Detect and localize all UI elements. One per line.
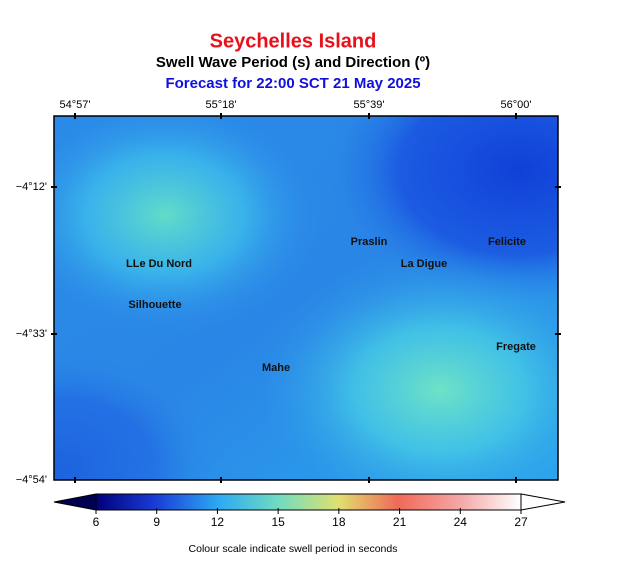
place-label: Fregate xyxy=(496,341,536,353)
colorbar-tick-label: 24 xyxy=(454,515,468,529)
map-field xyxy=(54,116,558,480)
title: Seychelles Island xyxy=(210,30,377,52)
place-label: La Digue xyxy=(401,258,447,270)
place-label: Praslin xyxy=(351,236,388,248)
lon-labels: 54°57' 55°18' 55°39' 56°00' xyxy=(60,99,532,111)
colorbar-tick-label: 6 xyxy=(93,515,100,529)
colorbar xyxy=(53,493,566,511)
colorbar-caption: Colour scale indicate swell period in se… xyxy=(189,543,398,555)
colorbar-tick-label: 27 xyxy=(514,515,528,529)
colorbar-tick-label: 9 xyxy=(153,515,160,529)
colorbar-tick-label: 18 xyxy=(332,515,346,529)
map-frame xyxy=(53,115,559,481)
lat-labels: −4°12' −4°33' −4°54' xyxy=(16,181,47,486)
lat-label: −4°54' xyxy=(16,474,47,486)
place-label: LLe Du Nord xyxy=(126,258,192,270)
frame-ticks xyxy=(51,113,561,483)
lat-label: −4°12' xyxy=(16,181,47,193)
subtitle: Swell Wave Period (s) and Direction (º) xyxy=(156,54,430,71)
places: LLe Du Nord Silhouette Praslin La Digue … xyxy=(126,236,536,374)
lon-label: 56°00' xyxy=(501,99,532,111)
lon-label: 54°57' xyxy=(60,99,91,111)
forecast: Forecast for 22:00 SCT 21 May 2025 xyxy=(165,75,420,92)
lon-label: 55°39' xyxy=(354,99,385,111)
place-label: Mahe xyxy=(262,362,290,374)
colorbar-tick-label: 21 xyxy=(393,515,407,529)
lat-label: −4°33' xyxy=(16,328,47,340)
place-label: Felicite xyxy=(488,236,526,248)
colorbar-tick-label: 12 xyxy=(211,515,225,529)
place-label: Silhouette xyxy=(128,299,181,311)
lon-label: 55°18' xyxy=(206,99,237,111)
colorbar-tick-label: 15 xyxy=(271,515,285,529)
